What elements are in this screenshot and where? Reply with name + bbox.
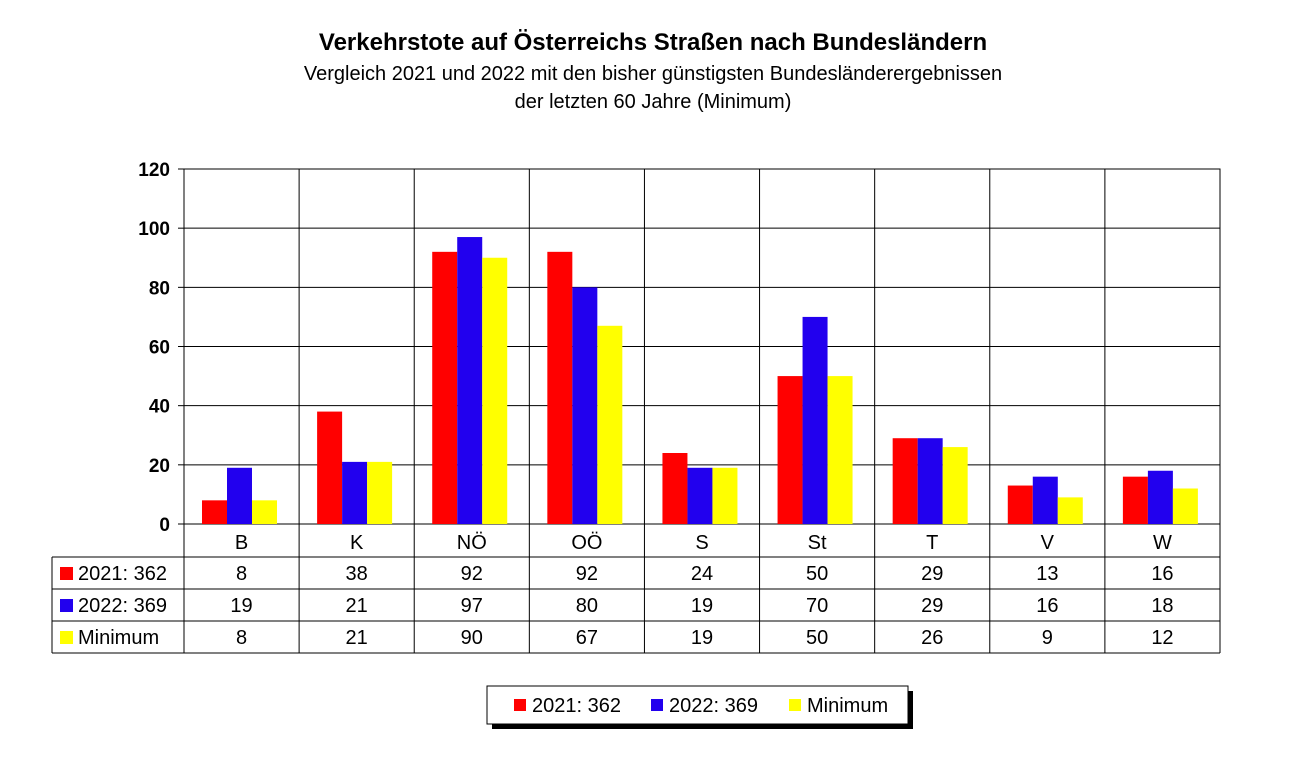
bar-K-2021: 362 [317,411,343,524]
bar-S-Minimum [712,467,738,524]
table-row-label: 2021: 362 [78,563,167,585]
data-label-St-2022: 369: 70 [806,595,828,617]
bar-S-2022: 369 [687,467,713,524]
x-tick-label: V [1041,532,1055,554]
bar-B-2022: 369 [227,467,252,524]
data-label-B-2022: 369: 19 [230,595,252,617]
bar-T-2021: 362 [892,438,918,524]
bar-OÖ-Minimum [597,325,623,524]
y-tick-label: 60 [149,338,170,359]
x-tick-label: B [235,532,248,554]
bar-B-Minimum [252,500,277,524]
data-label-OÖ-Minimum: 67 [576,627,598,649]
bar-NÖ-2022: 369 [457,237,483,524]
table-row-label: 2022: 369 [78,595,167,617]
data-label-OÖ-2022: 369: 80 [576,595,598,617]
legend-label: Minimum [807,695,888,717]
data-label-St-Minimum: 50 [806,627,828,649]
y-tick-label: 100 [138,219,170,240]
data-label-T-2022: 369: 29 [921,595,943,617]
legend [486,685,909,725]
data-label-NÖ-2021: 362: 92 [461,563,483,585]
data-label-NÖ-2022: 369: 97 [461,595,483,617]
bar-V-2022: 369 [1032,476,1058,524]
bar-W-2022: 369 [1147,470,1173,524]
y-tick-label: 120 [138,160,170,181]
data-label-K-2021: 362: 38 [346,563,368,585]
bar-OÖ-2022: 369 [572,287,598,524]
data-label-B-Minimum: 8 [236,627,247,649]
legend-label: 2021: 362 [532,695,621,717]
bar-V-2021: 362 [1007,485,1033,524]
data-label-W-Minimum: 12 [1151,627,1173,649]
y-tick-label: 40 [149,397,170,418]
bar-St-2022: 369 [802,316,828,524]
data-label-V-Minimum: 9 [1042,627,1053,649]
y-tick-label: 0 [159,515,170,536]
chart-subtitle-line-2: der letzten 60 Jahre (Minimum) [514,91,792,113]
y-tick-label: 20 [149,456,170,477]
bar-NÖ-2021: 362 [432,251,458,525]
data-label-T-Minimum: 26 [921,627,943,649]
bar-B-2021: 362 [202,500,227,524]
legend-label: 2022: 369 [669,695,758,717]
bar-T-2022: 369 [917,438,943,524]
table-legend-key-2021: 362 [60,567,73,580]
x-tick-label: S [695,532,708,554]
data-label-V-2021: 362: 13 [1036,563,1058,585]
bar-K-2022: 369 [342,461,368,524]
x-tick-label: K [350,532,364,554]
data-label-S-Minimum: 19 [691,627,713,649]
data-label-S-2021: 362: 24 [691,563,713,585]
data-label-W-2022: 369: 18 [1151,595,1173,617]
data-label-K-2022: 369: 21 [346,595,368,617]
bar-W-2021: 362 [1122,476,1148,524]
chart-titles: Verkehrstote auf Österreichs Straßen nac… [0,26,1299,116]
y-tick-label: 80 [149,278,170,299]
bar-W-Minimum [1172,488,1198,524]
legend-key-2021: 362 [514,699,526,711]
bar-V-Minimum [1057,497,1083,524]
table-row-label: Minimum [78,627,159,649]
legend-key-Minimum [789,699,801,711]
data-label-K-Minimum: 21 [346,627,368,649]
legend-key-2022: 369 [651,699,663,711]
chart-title: Verkehrstote auf Österreichs Straßen nac… [318,29,988,56]
x-tick-label: W [1153,532,1172,554]
chart-subtitle-line-1: Vergleich 2021 und 2022 mit den bisher g… [303,63,1003,85]
x-tick-label: St [808,532,827,554]
bar-K-Minimum [367,461,393,524]
data-label-St-2021: 362: 50 [806,563,828,585]
x-tick-label: NÖ [457,532,487,554]
table-legend-key-Minimum [60,631,73,644]
bar-NÖ-Minimum [482,257,508,524]
bar-S-2021: 362 [662,453,688,524]
bar-St-Minimum [827,376,853,524]
data-label-NÖ-Minimum: 90 [461,627,483,649]
data-label-T-2021: 362: 29 [921,563,943,585]
data-label-B-2021: 362: 8 [236,563,247,585]
x-tick-label: T [926,532,938,554]
table-legend-key-2022: 369 [60,599,73,612]
x-tick-label: OÖ [571,532,602,554]
data-label-OÖ-2021: 362: 92 [576,563,598,585]
bar-St-2021: 362 [777,376,803,524]
bar-OÖ-2021: 362 [547,251,573,525]
data-label-W-2021: 362: 16 [1151,563,1173,585]
data-label-V-2022: 369: 16 [1036,595,1058,617]
bar-T-Minimum [942,447,968,524]
data-label-S-2022: 369: 19 [691,595,713,617]
